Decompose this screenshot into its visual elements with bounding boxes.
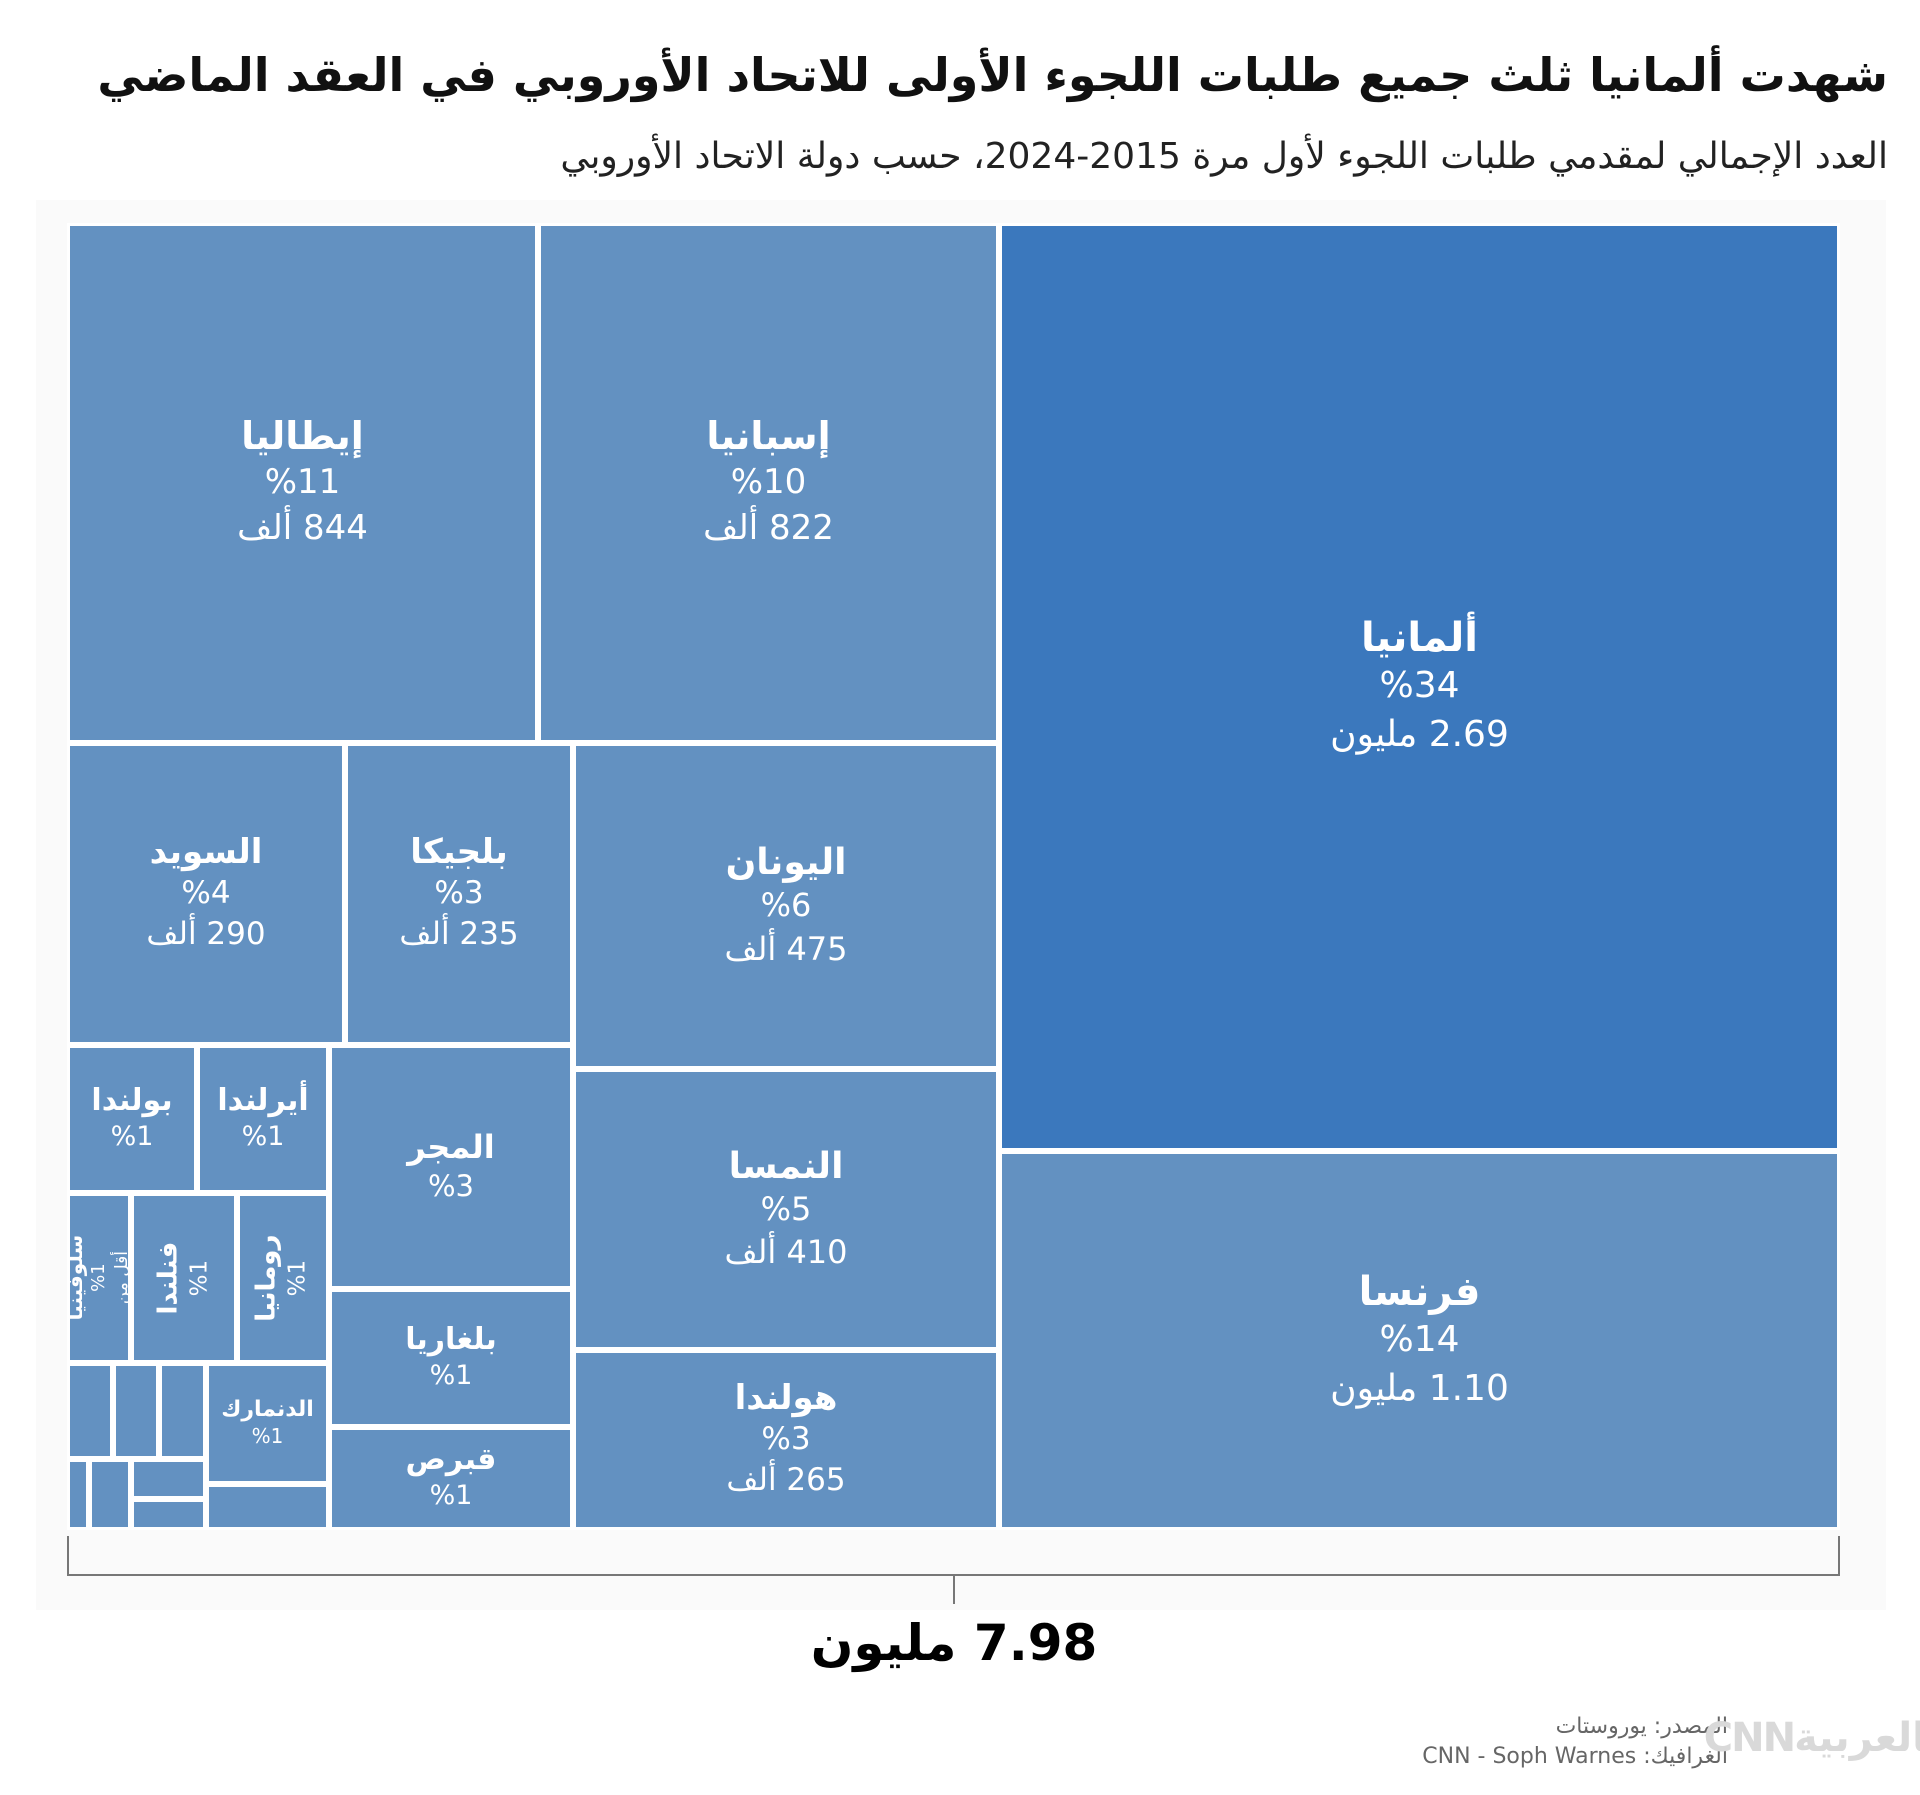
treemap-cell-greece: اليونان %6 475 ألف (573, 743, 999, 1069)
cell-percent: %5 (760, 1189, 812, 1228)
treemap-cell-other-4 (67, 1459, 89, 1530)
cell-name: بلجيكا (410, 831, 508, 872)
treemap-cell-slovenia: سلوفينيا %1 أقل من (67, 1193, 131, 1363)
cell-percent: %1 (285, 1259, 312, 1297)
treemap-cell-other-5 (89, 1459, 131, 1530)
cell-percent: %1 (429, 1480, 473, 1512)
treemap-cell-hungary: المجر %3 (329, 1045, 573, 1289)
treemap-cell-germany: ألمانيا %34 2.69 مليون (999, 223, 1840, 1151)
treemap-cell-other-8 (206, 1484, 329, 1530)
cell-name: إيطاليا (241, 414, 364, 459)
cell-percent: %10 (730, 461, 807, 502)
cell-name: إسبانيا (706, 414, 831, 459)
cell-name: ألمانيا (1361, 615, 1478, 662)
cell-name: فرنسا (1358, 1268, 1481, 1315)
cell-name: فنلندا (152, 1241, 183, 1315)
cell-value: 475 ألف (724, 929, 848, 968)
cell-name: هولندا (734, 1377, 838, 1418)
cell-value: 2.69 مليون (1330, 714, 1509, 755)
cell-name: قبرص (405, 1442, 497, 1478)
cell-percent: %34 (1379, 665, 1460, 707)
cell-name: النمسا (728, 1145, 844, 1187)
treemap-cell-poland: بولندا %1 (67, 1045, 197, 1193)
cell-name: المجر (407, 1128, 495, 1167)
treemap-cell-other-1 (67, 1363, 113, 1459)
total-label: 7.98 مليون (810, 1614, 1098, 1672)
treemap-cell-sweden: السويد %4 290 ألف (67, 743, 345, 1045)
cell-name: أيرلندا (217, 1082, 309, 1118)
cell-value: 1.10 مليون (1330, 1367, 1509, 1409)
treemap-cell-other-3 (159, 1363, 206, 1459)
cell-name: سلوفينيا (67, 1235, 88, 1321)
treemap-cell-other-2 (113, 1363, 159, 1459)
cell-value: 822 ألف (703, 507, 834, 548)
cell-value: 235 ألف (399, 916, 519, 953)
footer: المصدر: يوروستات الغرافيك: CNN - Soph Wa… (1422, 1712, 1728, 1772)
treemap-cell-netherlands: هولندا %3 265 ألف (573, 1350, 999, 1530)
cell-percent: %1 (110, 1120, 154, 1152)
cell-note: أقل من (112, 1251, 131, 1305)
credit-text: الغرافيك: CNN - Soph Warnes (1422, 1744, 1728, 1769)
cell-percent: %14 (1379, 1318, 1460, 1360)
cell-percent: %6 (760, 886, 812, 925)
cell-value: 844 ألف (237, 507, 368, 548)
cell-percent: %3 (427, 1168, 474, 1203)
cnn-arabic-logo: بالعربيةCNN (1703, 1715, 1920, 1761)
chart-title: شهدت ألمانيا ثلث جميع طلبات اللجوء الأول… (97, 48, 1888, 102)
treemap-cell-ireland: أيرلندا %1 (197, 1045, 329, 1193)
treemap-cell-italy: إيطاليا %11 844 ألف (67, 223, 538, 743)
total-bracket-tick (953, 1576, 955, 1604)
cell-name: رومانيا (251, 1234, 282, 1322)
cell-percent: %1 (429, 1359, 473, 1391)
treemap-cell-other-6 (131, 1459, 206, 1499)
cell-percent: %1 (186, 1259, 213, 1297)
cell-percent: %3 (761, 1420, 811, 1457)
treemap-cell-france: فرنسا %14 1.10 مليون (999, 1151, 1840, 1530)
treemap-cell-cyprus: قبرص %1 (329, 1427, 573, 1530)
cell-percent: %1 (88, 1263, 110, 1293)
cell-value: 265 ألف (726, 1462, 846, 1499)
cell-name: بلغاريا (405, 1321, 497, 1357)
source-text: المصدر: يوروستات (1555, 1714, 1728, 1739)
cell-value: 410 ألف (724, 1233, 848, 1272)
cell-percent: %3 (434, 874, 484, 911)
treemap-cell-bulgaria: بلغاريا %1 (329, 1289, 573, 1427)
cell-name: بولندا (91, 1082, 173, 1118)
treemap: ألمانيا %34 2.69 مليون فرنسا %14 1.10 مليون إي… (67, 223, 1840, 1530)
treemap-cell-belgium: بلجيكا %3 235 ألف (345, 743, 573, 1045)
cell-percent: %4 (181, 874, 231, 911)
cell-name: اليونان (725, 842, 847, 884)
treemap-cell-other-7 (131, 1499, 206, 1530)
cell-percent: %11 (264, 461, 341, 502)
treemap-cell-austria: النمسا %5 410 ألف (573, 1069, 999, 1350)
cell-percent: %1 (251, 1424, 284, 1449)
treemap-cell-spain: إسبانيا %10 822 ألف (538, 223, 999, 743)
treemap-cell-romania: رومانيا %1 (237, 1193, 329, 1363)
total-bracket (67, 1536, 1840, 1576)
cell-percent: %1 (241, 1120, 285, 1152)
cell-name: الدنمارك (221, 1396, 314, 1422)
treemap-cell-denmark: الدنمارك %1 (206, 1363, 329, 1484)
cell-name: السويد (149, 831, 263, 872)
chart-subtitle: العدد الإجمالي لمقدمي طلبات اللجوء لأول … (560, 136, 1888, 177)
cell-value: 290 ألف (146, 916, 266, 953)
treemap-cell-finland: فنلندا %1 (131, 1193, 237, 1363)
